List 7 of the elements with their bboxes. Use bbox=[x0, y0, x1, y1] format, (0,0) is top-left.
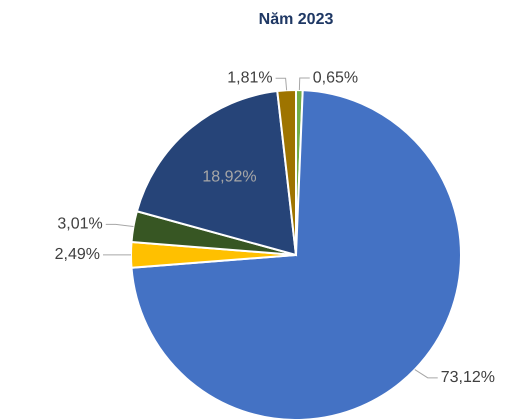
data-label: 1,81% bbox=[227, 70, 273, 87]
data-label: 2,49% bbox=[54, 246, 100, 264]
data-label: 0,65% bbox=[312, 69, 358, 86]
chart-title: Năm 2023 bbox=[258, 11, 334, 28]
data-label: 3,01% bbox=[57, 216, 103, 233]
data-label: 73,12% bbox=[440, 369, 495, 386]
data-label: 18,92% bbox=[202, 168, 257, 186]
